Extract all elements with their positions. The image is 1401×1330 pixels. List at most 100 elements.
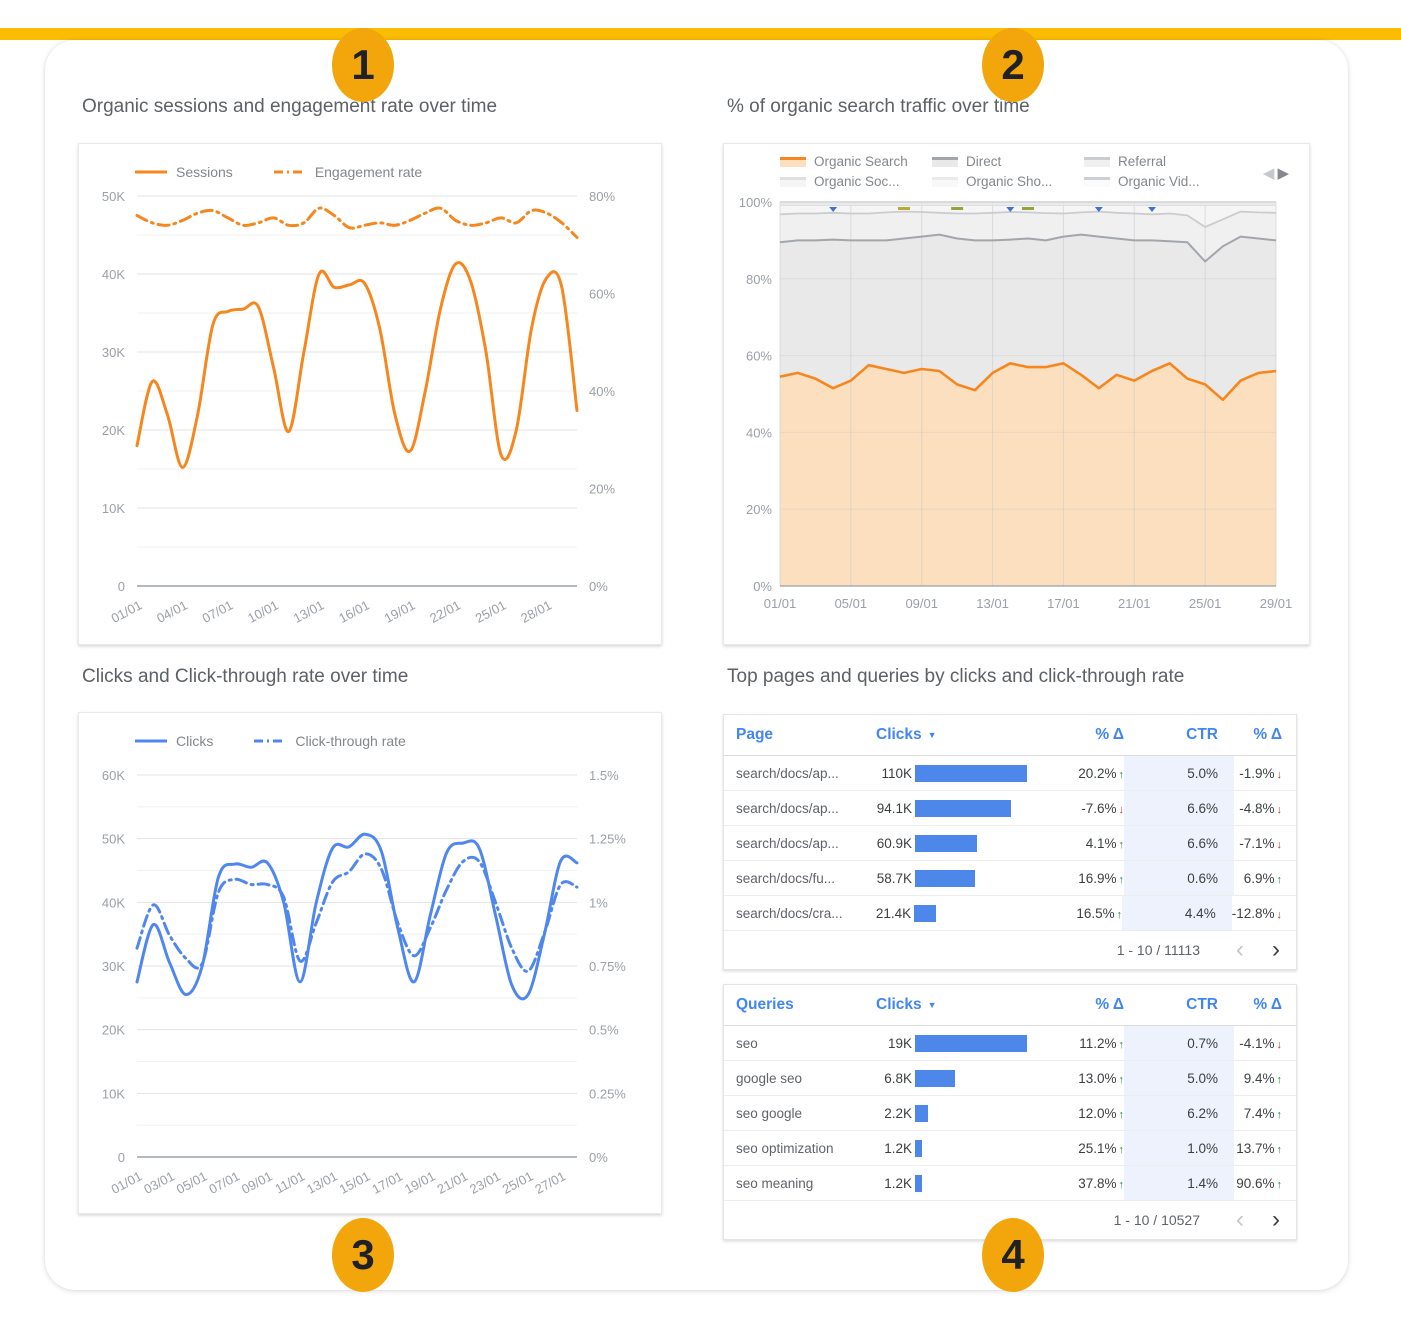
delta-cell: -7.6% ↓ [1081, 800, 1124, 816]
next-page-icon[interactable]: › [1272, 936, 1280, 963]
legend-prev-icon[interactable]: ◀ [1262, 165, 1275, 182]
legend-next-icon[interactable]: ▶ [1277, 165, 1289, 182]
arrow-down-icon: ↓ [1276, 1038, 1283, 1051]
svg-text:17/01: 17/01 [369, 1168, 405, 1197]
clicks-bar [915, 1034, 1027, 1052]
svg-text:50K: 50K [102, 832, 125, 847]
name-cell: search/docs/ap... [736, 800, 839, 816]
legend-item-direct: Direct [932, 154, 1084, 169]
callout-badge-4: 4 [982, 1218, 1044, 1292]
delta-cell: 4.1% ↑ [1085, 835, 1125, 851]
svg-text:20K: 20K [102, 423, 125, 438]
svg-text:30K: 30K [102, 959, 125, 974]
clicks-bar [915, 1174, 923, 1192]
delta-cell: 12.0% ↑ [1078, 1105, 1124, 1121]
svg-text:07/01: 07/01 [206, 1168, 242, 1197]
legend-swatch-icon [780, 156, 806, 167]
table-row: search/docs/ap... 94.1K -7.6% ↓ 6.6% -4.8% ↓ [724, 791, 1296, 826]
svg-text:21/01: 21/01 [1118, 596, 1151, 611]
arrow-up-icon: ↑ [1276, 1108, 1283, 1121]
clicks-bar [915, 1069, 956, 1087]
arrow-up-icon: ↑ [1118, 1178, 1125, 1191]
prev-page-icon[interactable]: ‹ [1236, 936, 1244, 963]
svg-text:04/01: 04/01 [154, 597, 190, 626]
column-header-clicks[interactable]: Clicks ▼ [854, 726, 1048, 744]
ctr-cell: 0.6% [1124, 861, 1234, 895]
legend-label: Sessions [176, 164, 233, 180]
svg-text:09/01: 09/01 [905, 596, 938, 611]
table-row: google seo 6.8K 13.0% ↑ 5.0% 9.4% ↑ [724, 1061, 1296, 1096]
svg-text:40K: 40K [102, 267, 125, 282]
legend-swatch-icon [135, 170, 167, 174]
ctr-delta-cell: 9.4% ↑ [1243, 1070, 1282, 1086]
name-cell: seo optimization [736, 1140, 834, 1156]
svg-text:1.5%: 1.5% [589, 768, 619, 783]
delta-cell: 37.8% ↑ [1078, 1175, 1125, 1191]
svg-text:1%: 1% [589, 895, 608, 910]
svg-text:16/01: 16/01 [336, 597, 372, 626]
clicks-bar [915, 869, 975, 887]
chart3-legend: Clicks Click-through rate [134, 733, 406, 749]
svg-text:05/01: 05/01 [174, 1168, 210, 1197]
svg-text:13/01: 13/01 [304, 1168, 340, 1197]
arrow-up-icon: ↑ [1118, 1143, 1125, 1156]
column-header-queries[interactable]: Queries [736, 996, 794, 1013]
table-row: search/docs/ap... 110K 20.2% ↑ 5.0% -1.9% ↓ [724, 756, 1296, 791]
next-page-icon[interactable]: › [1272, 1206, 1280, 1233]
column-header-ctr-delta[interactable]: % Δ [1253, 996, 1282, 1013]
table-header-row: Page Clicks ▼ % Δ CTR % Δ [724, 715, 1296, 756]
column-header-ctr[interactable]: CTR [1186, 726, 1218, 743]
table-row: seo meaning 1.2K 37.8% ↑ 1.4% 90.6% ↑ [724, 1166, 1296, 1201]
legend-item-referral: Referral [1084, 154, 1244, 169]
clicks-bar-cell [912, 1174, 1048, 1192]
clicks-bar [915, 799, 1011, 817]
clicks-bar-cell [912, 834, 1048, 852]
sort-desc-icon[interactable]: ▼ [927, 1000, 937, 1010]
ctr-cell: 1.4% [1124, 1166, 1234, 1200]
column-header-clicks-label: Clicks [876, 996, 922, 1013]
clicks-ctr-chart-panel: Clicks Click-through rate 60K 50K 40K 30K 20K… [78, 712, 662, 1214]
legend-label: Engagement rate [314, 164, 423, 180]
svg-text:28/01: 28/01 [518, 597, 554, 626]
legend-label: Clicks [176, 733, 214, 749]
sort-desc-icon[interactable]: ▼ [927, 730, 937, 740]
ctr-delta-cell: -1.9% ↓ [1239, 765, 1282, 781]
svg-text:21/01: 21/01 [435, 1168, 471, 1197]
column-header-ctr-delta[interactable]: % Δ [1253, 726, 1282, 743]
delta-cell: 16.9% ↑ [1078, 870, 1124, 886]
traffic-share-chart-panel: Organic Search Direct Referral Organic Soc.… [723, 143, 1310, 645]
svg-text:25/01: 25/01 [473, 597, 509, 626]
name-cell: search/docs/cra... [736, 905, 843, 921]
column-header-page[interactable]: Page [736, 726, 774, 743]
column-header-ctr[interactable]: CTR [1186, 996, 1218, 1013]
badge-number: 2 [1001, 41, 1025, 88]
panel3-title: Clicks and Click-through rate over time [82, 666, 409, 687]
prev-page-icon[interactable]: ‹ [1236, 1206, 1244, 1233]
delta-cell: 25.1% ↑ [1078, 1140, 1125, 1156]
chart2-legend: Organic Search Direct Referral Organic Soc.… [780, 154, 1244, 189]
badge-number: 4 [1001, 1231, 1025, 1278]
svg-text:11/01: 11/01 [272, 1168, 307, 1196]
column-header-delta[interactable]: % Δ [1095, 726, 1124, 743]
svg-text:01/01: 01/01 [109, 1168, 145, 1197]
svg-text:0%: 0% [589, 579, 608, 594]
svg-text:0%: 0% [753, 579, 772, 594]
clicks-bar-cell [912, 1139, 1048, 1157]
top-pages-table: Page Clicks ▼ % Δ CTR % Δ search/docs/ap... 110… [723, 714, 1297, 970]
name-cell: google seo [736, 1070, 803, 1086]
clicks-value-cell: 19K [887, 1035, 912, 1051]
svg-text:13/01: 13/01 [291, 597, 327, 626]
column-header-delta[interactable]: % Δ [1095, 996, 1124, 1013]
legend-swatch-icon [1084, 176, 1110, 187]
column-header-clicks[interactable]: Clicks ▼ [854, 996, 1048, 1014]
svg-text:0: 0 [118, 579, 125, 594]
badge-number: 1 [351, 41, 375, 88]
arrow-down-icon: ↓ [1276, 908, 1282, 921]
svg-text:30K: 30K [102, 345, 125, 360]
chart1-legend: Sessions Engagement rate [134, 164, 422, 180]
table-row: seo google 2.2K 12.0% ↑ 6.2% 7.4% ↑ [724, 1096, 1296, 1131]
sessions-engagement-chart-panel: Sessions Engagement rate 50K 40K 30K 20K 10K 0… [78, 143, 662, 645]
arrow-up-icon: ↑ [1118, 838, 1125, 851]
legend-item-organic-vid: Organic Vid... [1084, 174, 1244, 189]
name-cell: seo [736, 1035, 758, 1051]
